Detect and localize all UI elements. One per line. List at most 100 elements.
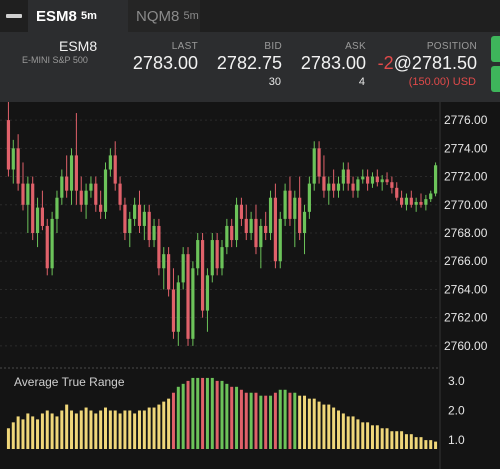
atr-bar [244, 392, 248, 449]
atr-bar [157, 404, 161, 449]
candle-body [346, 169, 350, 184]
price-tick-label: 2764.00 [444, 282, 488, 296]
atr-bar [128, 410, 132, 449]
candle-body [118, 183, 122, 205]
atr-bar [16, 416, 20, 449]
candle-body [234, 204, 239, 241]
atr-bar [361, 422, 365, 449]
atr-bar [283, 389, 287, 449]
tab-nqm8[interactable]: NQM8 5m [128, 0, 200, 32]
candle-body [317, 148, 321, 177]
atr-bar [332, 407, 336, 449]
price-tick-label: 2768.00 [444, 226, 488, 240]
price-chart[interactable]: 2776.00 2774.00 2772.00 2770.00 2768.00 2766.… [0, 91, 500, 469]
last-price: 2783.00 [132, 53, 198, 73]
candle-body [186, 254, 190, 339]
candle-body [176, 282, 180, 332]
ask-label: ASK [345, 41, 366, 52]
atr-bar [327, 404, 331, 449]
candle-body [11, 148, 15, 170]
candle-body [356, 179, 360, 191]
price-tick-label: 2760.00 [444, 339, 488, 353]
candle-body [152, 225, 156, 241]
atr-bar [225, 383, 229, 449]
candle-body [55, 197, 59, 219]
candle-body [283, 190, 287, 219]
price-tick-label: 2766.00 [444, 254, 488, 268]
candle-body [225, 225, 229, 248]
atr-bar [356, 419, 360, 449]
atr-bar [370, 425, 374, 449]
atr-bar [341, 413, 345, 449]
position-value[interactable]: -2@2781.50 [378, 53, 477, 74]
price-tick-label: 2774.00 [444, 141, 488, 155]
atr-bar [142, 410, 146, 449]
bid-price[interactable]: 2782.75 [216, 53, 282, 73]
candle-body [35, 207, 40, 233]
candle-body [327, 183, 331, 191]
quote-symbol: ESM8 [59, 38, 98, 54]
quote-panel: ESM8 E-MINI S&P 500 LAST 2783.00 BID 278… [0, 32, 500, 102]
candle-body [361, 176, 365, 180]
atr-bar [79, 410, 83, 449]
side-tab-buy[interactable] [491, 36, 500, 62]
atr-bar [6, 428, 10, 449]
menu-icon[interactable] [0, 0, 28, 32]
candle-body [89, 183, 93, 191]
candle-body [162, 254, 166, 269]
atr-bar [293, 392, 297, 449]
atr-bar [336, 410, 340, 449]
tab-symbol: NQM8 [136, 7, 180, 25]
tab-symbol: ESM8 [36, 7, 77, 25]
candle-body [133, 204, 137, 219]
candle-body [79, 190, 83, 205]
candle-body [404, 197, 409, 205]
atr-bar [409, 434, 413, 449]
candle-body [254, 218, 258, 248]
price-tick-label: 2770.00 [444, 198, 488, 212]
atr-bar [74, 413, 78, 449]
atr-bar [303, 395, 307, 449]
atr-bar [84, 407, 88, 449]
atr-bar [176, 386, 180, 449]
candle-body [45, 225, 49, 269]
candle-body [60, 176, 64, 198]
atr-bar [254, 392, 258, 449]
atr-bar [40, 413, 44, 449]
chart-area[interactable]: 2776.00 2774.00 2772.00 2770.00 2768.00 2766.… [0, 91, 500, 469]
candle-body [370, 176, 375, 184]
candle-body [239, 204, 244, 219]
candle-body [128, 218, 132, 233]
atr-bar [230, 386, 234, 449]
candle-body [424, 199, 428, 205]
atr-bar [196, 377, 200, 449]
atr-bar [201, 377, 205, 449]
bid-size: 30 [268, 76, 281, 88]
candle-body [298, 197, 302, 233]
candle-body [366, 176, 370, 184]
tab-esm8[interactable]: ESM8 5m [28, 0, 128, 32]
atr-bar [273, 392, 277, 449]
price-tick-label: 2776.00 [444, 113, 488, 127]
candle-body [380, 179, 384, 183]
side-tab-sell[interactable] [491, 66, 500, 92]
ask-price[interactable]: 2783.00 [300, 53, 366, 73]
quote-description: E-MINI S&P 500 [22, 55, 88, 65]
atr-bar [375, 425, 379, 449]
candle-body [137, 204, 142, 226]
candle-body [302, 211, 307, 233]
candle-body [215, 240, 219, 269]
ask-size: 4 [358, 76, 365, 88]
candle-body [167, 254, 171, 290]
candle-body [142, 211, 146, 226]
atr-bar [26, 413, 30, 449]
candle-body [395, 187, 399, 198]
atr-bar [351, 416, 355, 449]
atr-bar [380, 428, 384, 449]
position-qty: -2 [377, 53, 394, 73]
atr-bar [312, 398, 316, 449]
atr-bar [104, 407, 108, 449]
atr-bar [317, 401, 321, 449]
candle-body [210, 240, 214, 276]
candle-body [31, 183, 35, 233]
